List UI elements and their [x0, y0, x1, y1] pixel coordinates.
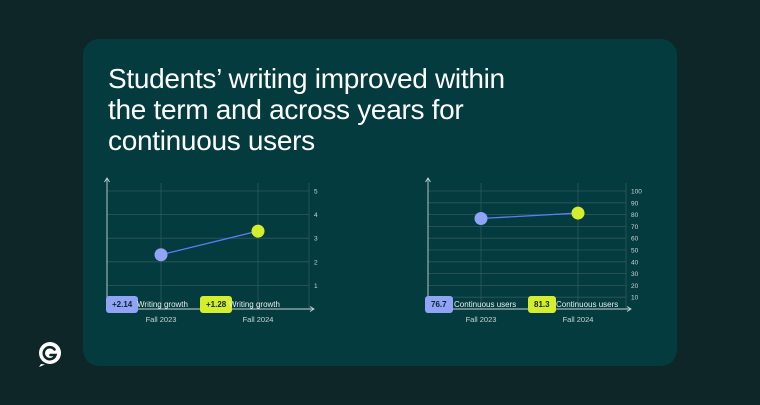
- left-chart-ytick-label: 5: [314, 189, 318, 196]
- right-chart-ytick-label: 60: [631, 236, 639, 243]
- left-chart-y-axis-arrow: [104, 177, 110, 183]
- right-chart-x-tick-label: Fall 2024: [563, 315, 594, 324]
- right-chart-ytick-label: 100: [631, 189, 642, 196]
- legend-label-fall2024-left: Writing growth: [229, 300, 280, 309]
- right-chart-x-axis-arrow: [626, 306, 632, 312]
- legend-chip-fall2023-right: 76.7: [425, 296, 453, 313]
- right-chart-ytick-label: 80: [631, 212, 639, 219]
- right-chart-point-1: [571, 206, 585, 220]
- right-chart-x-tick-label: Fall 2023: [466, 315, 497, 324]
- right-chart-ytick-label: 20: [631, 283, 639, 290]
- right-chart-ytick-label: 10: [631, 295, 639, 302]
- legend-chip-fall2023-left: +2.14: [106, 296, 139, 313]
- left-chart-series-line: [160, 230, 259, 256]
- right-chart-ytick-label: 90: [631, 200, 639, 207]
- legend-label-fall2023-right: Continuous users: [454, 300, 517, 309]
- right-chart-y-axis-arrow: [425, 177, 431, 183]
- right-chart-point-0: [474, 211, 488, 225]
- left-chart-point-0: [154, 248, 168, 262]
- right-chart-series-line: [480, 212, 579, 220]
- right-chart-ytick-label: 30: [631, 271, 639, 278]
- legend-label-fall2024-right: Continuous users: [556, 300, 619, 309]
- right-chart-ytick-label: 50: [631, 248, 639, 255]
- right-chart-ytick-label: 40: [631, 259, 639, 266]
- left-chart-ytick-label: 2: [314, 259, 318, 266]
- legend-chip-fall2024-right: 81.3: [528, 296, 556, 313]
- left-chart-point-1: [251, 224, 265, 238]
- legend-chip-fall2024-left: +1.28: [200, 296, 233, 313]
- page-title: Students’ writing improved within the te…: [108, 63, 505, 156]
- left-chart-x-tick-label: Fall 2024: [243, 315, 274, 324]
- left-chart-ytick-label: 1: [314, 283, 318, 290]
- left-chart-x-axis-arrow: [309, 306, 315, 312]
- left-chart-x-tick-label: Fall 2023: [146, 315, 177, 324]
- grammarly-g-icon: [39, 342, 61, 367]
- right-chart-ytick-label: 70: [631, 224, 639, 231]
- legend-label-fall2023-left: Writing growth: [137, 300, 188, 309]
- left-chart-ytick-label: 3: [314, 236, 318, 243]
- left-chart-ytick-label: 4: [314, 212, 318, 219]
